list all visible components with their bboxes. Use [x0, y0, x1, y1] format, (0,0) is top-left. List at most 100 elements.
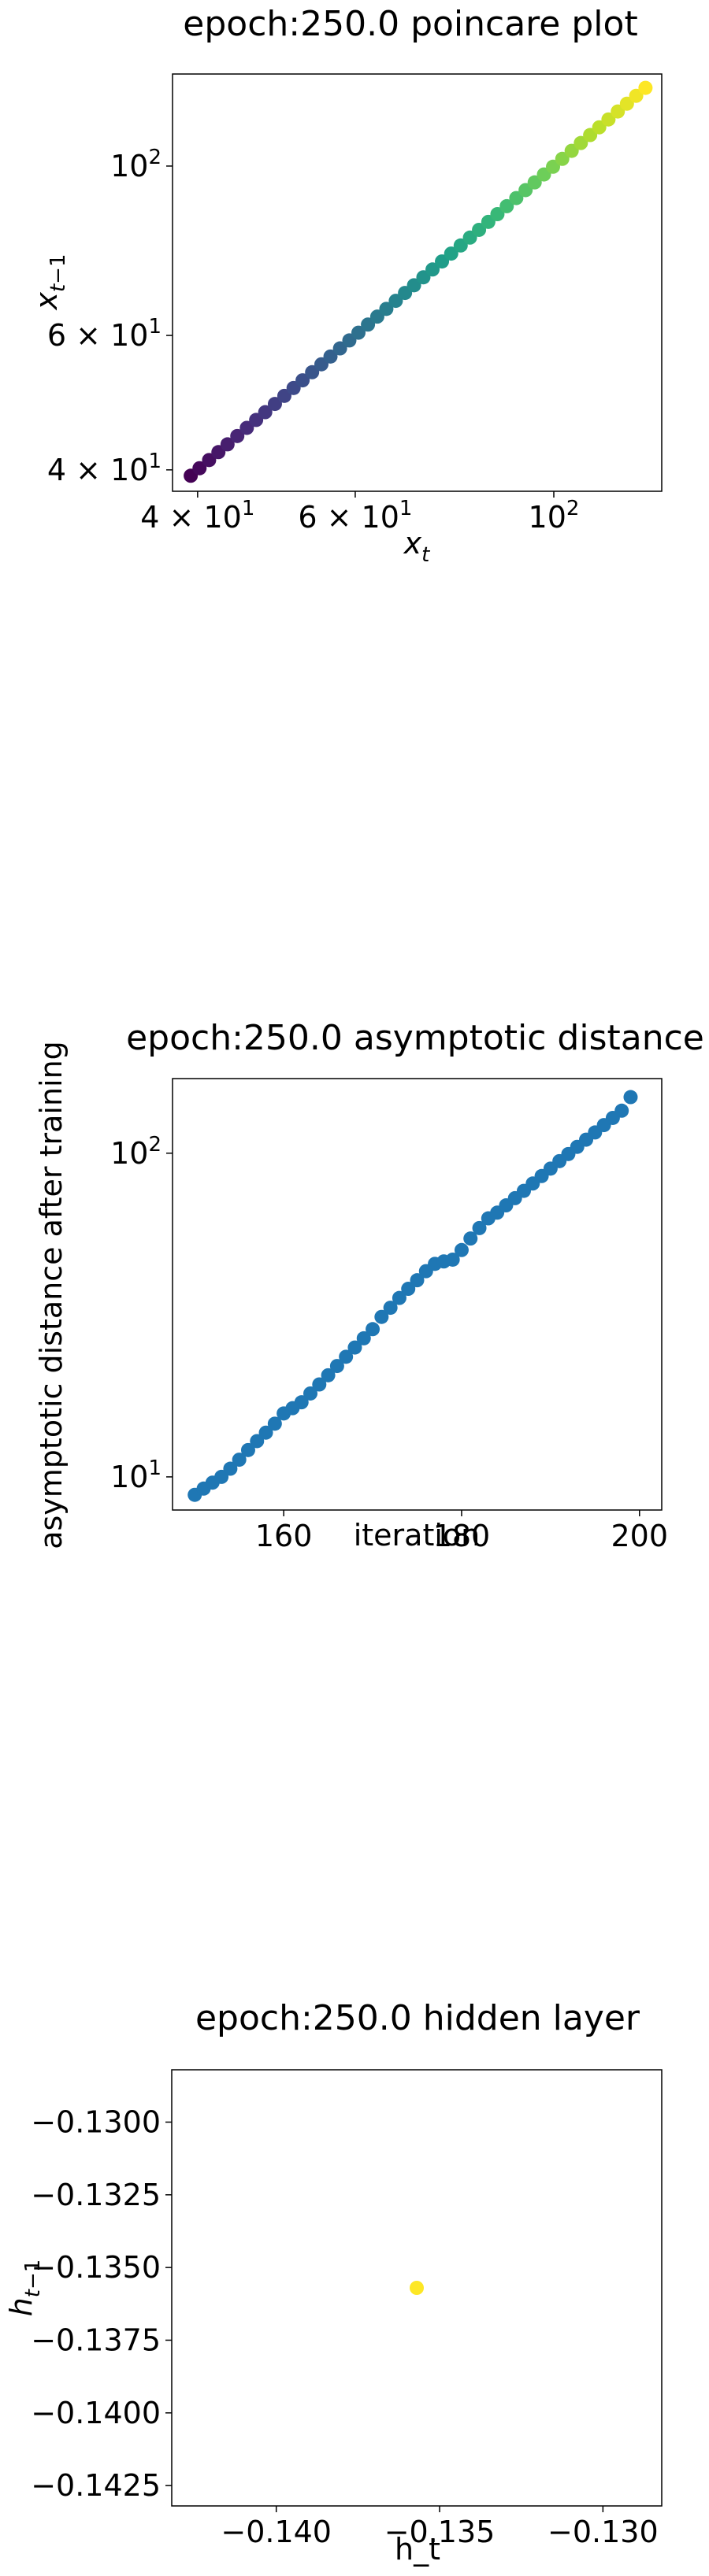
plot-frame: [172, 1078, 663, 1511]
tick-label: 102: [110, 1133, 161, 1171]
data-point: [332, 341, 347, 356]
data-point: [240, 1442, 255, 1457]
data-point: [379, 302, 394, 316]
data-point: [303, 1386, 318, 1401]
data-point: [472, 1220, 487, 1235]
data-point: [295, 373, 310, 388]
poincare-chart: epoch:250.0 poincare plot 4 × 101 6 × 101…: [29, 4, 663, 567]
x-axis-label: iteration: [354, 1518, 481, 1553]
data-point: [361, 317, 376, 332]
data-points: [184, 80, 653, 483]
tick-label: −0.135: [384, 2515, 496, 2549]
data-point: [445, 1252, 460, 1267]
data-point: [356, 1331, 371, 1345]
plot-frame: [172, 73, 663, 492]
data-point: [623, 1090, 638, 1105]
data-point: [410, 2281, 424, 2295]
data-point: [425, 262, 440, 277]
data-points: [187, 1090, 638, 1502]
data-point: [192, 461, 207, 476]
y-ticks: 101 102: [110, 1133, 173, 1494]
tick-label: 102: [529, 497, 580, 535]
data-point: [499, 198, 514, 213]
data-point: [546, 159, 561, 174]
data-point: [220, 437, 235, 452]
x-ticks: 160 180 200: [255, 1510, 668, 1553]
tick-label: 180: [433, 1519, 491, 1553]
tick-label: 6 × 101: [298, 497, 412, 535]
data-point: [374, 1309, 389, 1324]
data-point: [601, 112, 616, 127]
tick-label: −0.130: [548, 2515, 659, 2549]
data-point: [614, 1103, 629, 1118]
tick-label: −0.1400: [31, 2396, 161, 2430]
tick-label: −0.1375: [31, 2322, 161, 2357]
tick-label: 6 × 101: [47, 315, 161, 353]
x-axis-label: xt: [403, 526, 431, 567]
data-point: [223, 1461, 238, 1476]
chart-title: epoch:250.0 asymptotic distance: [126, 1018, 704, 1058]
tick-label: 102: [110, 146, 161, 183]
data-point: [277, 388, 291, 403]
tick-label: 4 × 101: [47, 450, 161, 487]
data-point: [267, 1416, 282, 1431]
data-point: [321, 1368, 336, 1382]
x-ticks: −0.140 −0.135 −0.130: [221, 2506, 659, 2549]
data-point: [406, 278, 421, 293]
data-point: [366, 1322, 380, 1337]
data-point: [638, 80, 653, 95]
data-point: [509, 191, 524, 205]
data-point: [392, 1290, 406, 1305]
data-point: [383, 1301, 398, 1316]
data-point: [410, 1273, 425, 1288]
x-ticks: 4 × 101 6 × 101 102: [140, 491, 579, 535]
data-point: [453, 238, 468, 253]
data-point: [490, 207, 505, 222]
data-point: [230, 428, 245, 443]
data-point: [463, 1231, 478, 1246]
chart-title: epoch:250.0 hidden layer: [195, 1998, 640, 2038]
x-axis-label: h_t: [395, 2532, 440, 2567]
tick-label: −0.1300: [31, 2104, 161, 2139]
data-point: [574, 135, 588, 150]
y-ticks: −0.1300 −0.1325 −0.1350 −0.1375 −0.1400 −0.14…: [31, 2104, 172, 2503]
data-point: [305, 365, 320, 379]
tick-label: −0.1325: [31, 2178, 161, 2212]
tick-label: 200: [611, 1519, 669, 1553]
data-point: [294, 1395, 309, 1410]
data-point: [347, 1340, 362, 1355]
data-point: [629, 88, 644, 103]
data-point: [472, 222, 487, 237]
data-point: [258, 405, 273, 420]
data-point: [351, 325, 366, 340]
tick-label: 4 × 101: [140, 497, 254, 535]
data-point: [388, 294, 403, 309]
data-point: [555, 151, 570, 166]
y-axis-label: xt−1: [29, 254, 70, 310]
data-point: [250, 1434, 265, 1449]
data-point: [267, 397, 282, 412]
data-point: [312, 1377, 327, 1392]
asymptotic-distance-chart: epoch:250.0 asymptotic distance 160 180 20…: [34, 1018, 704, 1553]
y-axis-label: ht−1: [4, 2260, 45, 2317]
data-point: [619, 96, 634, 111]
data-point: [323, 349, 338, 364]
data-point: [444, 246, 458, 261]
y-axis-label: asymptotic distance after training: [34, 1041, 69, 1549]
data-point: [435, 254, 450, 269]
asymptotic-distance-figure: epoch:250.0 asymptotic distance 160 180 20…: [0, 1016, 709, 1582]
data-points: [410, 2281, 424, 2295]
data-point: [401, 1282, 416, 1297]
tick-label: −0.140: [221, 2515, 332, 2549]
data-point: [592, 120, 607, 135]
data-point: [454, 1242, 469, 1257]
data-point: [239, 420, 254, 435]
tick-label: −0.1350: [31, 2250, 161, 2285]
poincare-figure: epoch:250.0 poincare plot 4 × 101 6 × 101…: [0, 0, 709, 575]
data-point: [258, 1425, 273, 1440]
hidden-layer-figure: epoch:250.0 hidden layer −0.140 −0.135 −0.…: [0, 1992, 709, 2573]
data-point: [202, 453, 217, 468]
plot-frame: [171, 2069, 663, 2507]
y-ticks: 4 × 101 6 × 101 102: [47, 146, 173, 487]
data-point: [232, 1453, 247, 1468]
